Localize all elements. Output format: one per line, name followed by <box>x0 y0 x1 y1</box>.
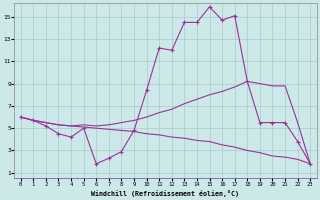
X-axis label: Windchill (Refroidissement éolien,°C): Windchill (Refroidissement éolien,°C) <box>92 190 239 197</box>
